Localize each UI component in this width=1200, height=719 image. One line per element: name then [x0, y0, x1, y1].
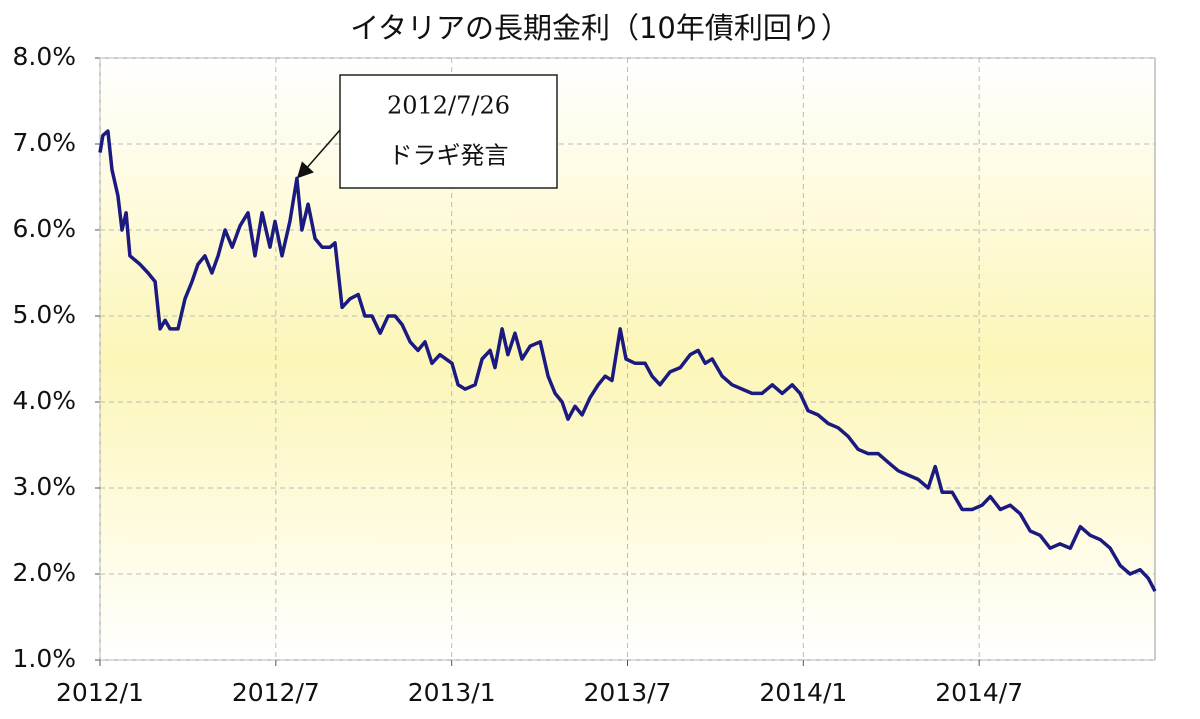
line [98, 129, 1157, 593]
y-tick-label: 7.0% [12, 128, 76, 157]
x-tick-label: 2013/1 [408, 678, 496, 707]
annotation-text: 2012/7/26 [387, 92, 510, 120]
y-tick-label: 3.0% [12, 472, 76, 501]
y-tick-label: 5.0% [12, 300, 76, 329]
annotation-text: ドラギ発言 [389, 142, 509, 170]
x-tick-label: 2012/1 [56, 678, 144, 707]
y-tick-label: 4.0% [12, 386, 76, 415]
x-tick-label: 2014/7 [935, 678, 1023, 707]
chart-title: イタリアの長期金利（10年債利回り） [350, 11, 850, 45]
marks [98, 129, 1157, 593]
y-tick-label: 2.0% [12, 558, 76, 587]
x-tick-label: 2012/7 [232, 678, 320, 707]
y-tick-label: 6.0% [12, 214, 76, 243]
annotation-box [339, 74, 558, 189]
y-tick-label: 1.0% [12, 644, 76, 673]
x-tick-label: 2014/1 [759, 678, 847, 707]
x-tick-label: 2013/7 [584, 678, 672, 707]
arrow-head [296, 161, 314, 179]
annotation-arrow [302, 129, 341, 173]
y-tick-label: 8.0% [12, 42, 76, 71]
